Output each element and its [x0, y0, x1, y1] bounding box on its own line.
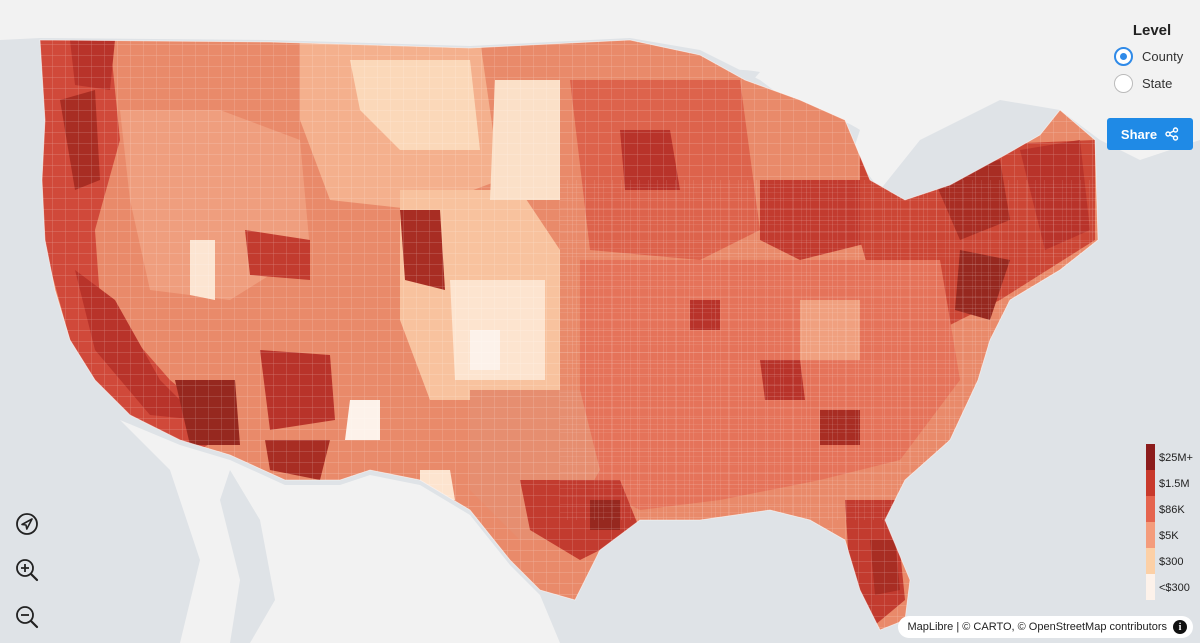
county-radio[interactable]: [1114, 47, 1133, 66]
legend-label-2: $1.5M: [1159, 478, 1190, 490]
state-radio[interactable]: [1114, 74, 1133, 93]
county-label: County: [1142, 49, 1184, 64]
legend-label-3: $86K: [1159, 504, 1185, 516]
zoom-in-icon: [16, 559, 39, 582]
legend-label-4: $5K: [1159, 530, 1179, 542]
legend-swatch-3: [1146, 496, 1155, 522]
legend-swatch-4: [1146, 522, 1155, 548]
share-icon: [1165, 127, 1179, 141]
legend-swatch-2: [1146, 470, 1155, 496]
state-label: State: [1142, 76, 1173, 91]
attribution: MapLibre | © CARTO, © OpenStreetMap cont…: [898, 616, 1193, 638]
legend-label-6: <$300: [1159, 582, 1190, 594]
level-option-state[interactable]: State: [1100, 74, 1200, 93]
share-button[interactable]: Share: [1107, 118, 1193, 150]
level-title: Level: [1132, 22, 1172, 39]
zoom-out-icon: [16, 606, 39, 629]
zoom-in-button[interactable]: [14, 557, 40, 583]
legend-swatch-6: [1146, 574, 1155, 600]
attribution-text[interactable]: MapLibre | © CARTO, © OpenStreetMap cont…: [907, 621, 1167, 633]
zoom-out-button[interactable]: [14, 604, 40, 630]
legend-label-5: $300: [1159, 556, 1184, 568]
locate-button[interactable]: [14, 511, 40, 537]
level-panel: Level County State: [1100, 22, 1200, 93]
legend-swatch-5: [1146, 548, 1155, 574]
info-icon[interactable]: i: [1173, 620, 1187, 634]
legend-swatch-1: [1146, 444, 1155, 470]
share-label: Share: [1120, 126, 1158, 142]
legend-label-1: $25M+: [1159, 452, 1193, 464]
locate-icon: [16, 513, 38, 535]
level-option-county[interactable]: County: [1100, 47, 1200, 66]
legend: $25M+ $1.5M $86K $5K $300 <$300: [1146, 444, 1200, 604]
